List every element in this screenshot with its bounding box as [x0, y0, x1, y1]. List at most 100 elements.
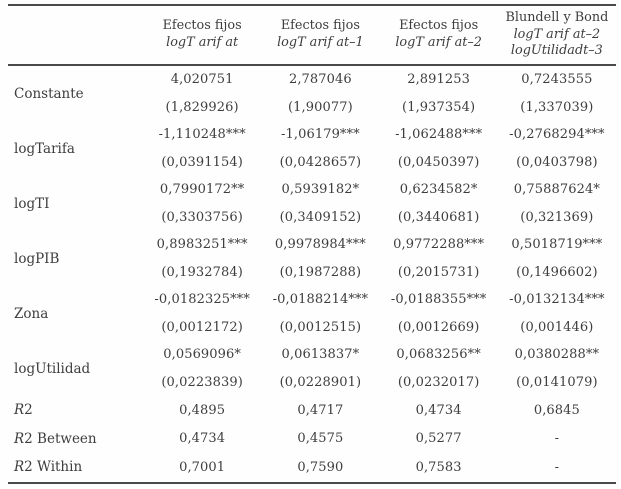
estimate-cell: 4,020751: [170, 72, 234, 88]
row-label: R2 Between: [8, 431, 143, 447]
estimate-cell: 0,0569096*: [163, 347, 242, 363]
column-header-model-spec: logT arif at–1: [277, 35, 364, 50]
bottom-rule: [8, 481, 616, 484]
column-header-title: Blundell y Bond: [505, 9, 609, 25]
table-header-row: Efectos fijos logT arif at Efectos fijos lo…: [8, 6, 616, 64]
row-label: Zona: [14, 305, 49, 322]
std-error-cell: (0,3440681): [397, 209, 480, 225]
coefficient-row: logUtilidad 0,0569096* 0,0613837* 0,0683256…: [8, 341, 616, 396]
statistic-row: R2 0,4895 0,4717 0,4734 0,6845: [8, 396, 616, 425]
stat-value-cell: 0,4895: [179, 402, 226, 418]
stat-value-cell: 0,4734: [415, 402, 462, 418]
stat-value-cell: 0,4717: [297, 402, 344, 418]
column-header-title: Efectos fijos: [280, 18, 360, 34]
estimate-cell: 0,0683256**: [396, 347, 481, 363]
estimate-cell: 0,0613837*: [281, 347, 360, 363]
std-error-cell: (0,0012669): [397, 319, 480, 335]
estimate-cell: 0,7990172**: [159, 182, 245, 198]
estimate-cell: 0,5939182*: [281, 182, 360, 198]
stat-value-cell: -: [554, 431, 560, 447]
estimate-cell: -1,062488***: [395, 127, 483, 143]
std-error-cell: (0,0228901): [279, 374, 362, 390]
column-header-title: Efectos fijos: [399, 18, 479, 34]
estimate-cell: -0,2768294***: [509, 127, 605, 143]
row-label-rest: 2 Within: [24, 459, 83, 476]
std-error-cell: (0,2015731): [397, 264, 480, 280]
std-error-cell: (0,1496602): [516, 264, 598, 280]
estimate-cell: 0,6234582*: [399, 182, 478, 198]
stat-value-cell: 0,7001: [179, 459, 226, 475]
estimate-cell: 0,9978984***: [274, 237, 366, 253]
std-error-cell: (1,90077): [287, 99, 353, 115]
column-header-title: Efectos fijos: [162, 18, 242, 34]
std-error-cell: (0,001446): [520, 319, 594, 335]
estimate-cell: -0,0188355***: [390, 292, 487, 308]
row-label-italic-part: R: [14, 459, 25, 476]
std-error-cell: (0,0391154): [161, 154, 243, 170]
estimate-cell: -0,0132134***: [509, 292, 605, 308]
row-label-rest: 2: [24, 402, 33, 419]
column-header: Efectos fijos logT arif at–2: [380, 18, 498, 52]
column-header-model-spec: logUtilidadt–3: [510, 43, 603, 59]
std-error-cell: (1,829926): [165, 99, 239, 115]
row-label-italic-part: R: [14, 402, 25, 419]
std-error-cell: (0,0428657): [279, 154, 362, 170]
column-header-model-spec: logT arif at–2: [513, 26, 601, 42]
stat-value-cell: 0,6845: [533, 402, 580, 418]
std-error-cell: (0,0141079): [516, 374, 598, 390]
coefficient-row: Constante 4,020751 2,787046 2,891253 0,72435…: [8, 66, 616, 121]
column-header: Efectos fijos logT arif at–1: [261, 18, 379, 52]
stat-value-cell: 0,7583: [415, 459, 462, 475]
estimate-cell: 0,75887624*: [513, 182, 600, 198]
estimate-cell: -1,06179***: [280, 127, 360, 143]
stat-value-cell: -: [554, 459, 560, 475]
coefficient-row: logPIB 0,8983251*** 0,9978984*** 0,9772288*…: [8, 231, 616, 286]
std-error-cell: (0,3409152): [279, 209, 362, 225]
top-rule: [8, 4, 616, 6]
std-error-cell: (0,0012515): [279, 319, 362, 335]
estimate-cell: -1,110248***: [158, 127, 246, 143]
header-rule: [8, 64, 616, 66]
stat-value-cell: 0,7590: [297, 459, 344, 475]
column-header: Blundell y Bond logT arif at–2 logUtilidad…: [498, 10, 616, 61]
std-error-cell: (0,0012172): [161, 319, 243, 335]
coefficient-row: logTI 0,7990172** 0,5939182* 0,6234582* 0,75…: [8, 176, 616, 231]
coefficient-row: logTarifa -1,110248*** -1,06179*** -1,06248…: [8, 121, 616, 176]
row-label: R2: [8, 402, 143, 418]
estimate-cell: 0,0380288**: [514, 347, 600, 363]
estimate-cell: 2,787046: [288, 72, 352, 88]
column-header-model-spec: logT arif at–2: [395, 35, 482, 50]
std-error-cell: (0,0403798): [516, 154, 598, 170]
table-body: Constante 4,020751 2,787046 2,891253 0,72435…: [8, 66, 616, 482]
row-label: Constante: [14, 85, 84, 102]
row-label-rest: 2 Between: [24, 430, 97, 447]
std-error-cell: (1,337039): [520, 99, 594, 115]
stat-value-cell: 0,4734: [179, 431, 226, 447]
coefficient-row: Zona -0,0182325*** -0,0188214*** -0,0188355…: [8, 286, 616, 341]
estimate-cell: 0,7243555: [521, 72, 593, 88]
std-error-cell: (0,3303756): [161, 209, 243, 225]
std-error-cell: (0,0223839): [161, 374, 243, 390]
row-label: logUtilidad: [14, 360, 91, 377]
statistic-row: R2 Within 0,7001 0,7590 0,7583 -: [8, 453, 616, 482]
std-error-cell: (0,0450397): [397, 154, 480, 170]
std-error-cell: (0,1932784): [161, 264, 243, 280]
estimate-cell: 2,891253: [407, 72, 471, 88]
estimate-cell: 0,9772288***: [393, 237, 485, 253]
std-error-cell: (0,1987288): [279, 264, 362, 280]
row-label: logTarifa: [14, 140, 75, 157]
stat-value-cell: 0,4575: [297, 431, 344, 447]
row-label: R2 Within: [8, 459, 143, 475]
std-error-cell: (0,321369): [520, 209, 594, 225]
statistic-row: R2 Between 0,4734 0,4575 0,5277 -: [8, 425, 616, 454]
estimate-cell: 0,5018719***: [511, 237, 603, 253]
stat-value-cell: 0,5277: [415, 431, 462, 447]
regression-table: Efectos fijos logT arif at Efectos fijos lo…: [8, 4, 616, 484]
std-error-cell: (0,0232017): [397, 374, 480, 390]
estimate-cell: -0,0188214***: [272, 292, 369, 308]
std-error-cell: (1,937354): [402, 99, 476, 115]
column-header: Efectos fijos logT arif at: [143, 18, 261, 52]
row-label: logPIB: [14, 250, 60, 267]
column-header-model-spec: logT arif at: [166, 35, 239, 50]
